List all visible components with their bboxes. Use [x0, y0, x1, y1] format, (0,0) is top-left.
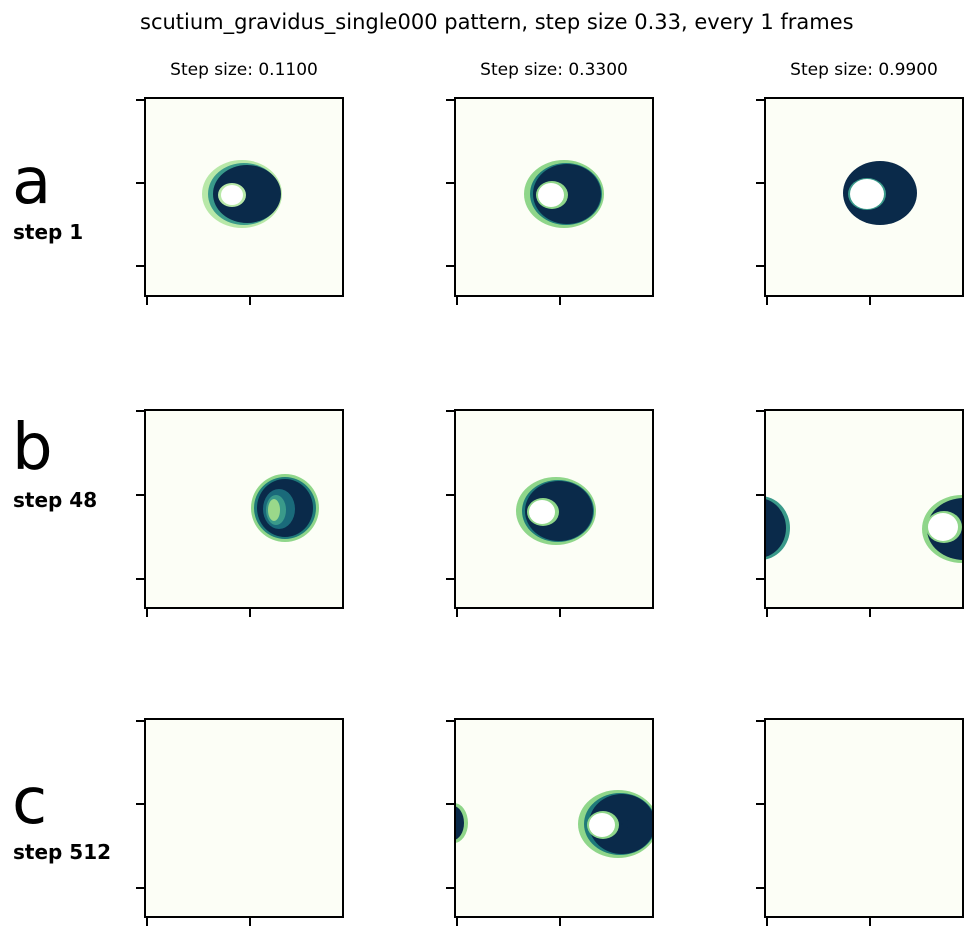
y-tick — [756, 265, 764, 267]
row-step-a: step 1 — [13, 220, 84, 244]
row-letter-b: b — [12, 411, 53, 485]
y-tick — [756, 494, 764, 496]
pattern-image — [843, 161, 917, 225]
panel-c-2 — [454, 718, 654, 918]
x-tick — [249, 918, 251, 926]
x-tick — [456, 297, 458, 305]
x-tick — [766, 297, 768, 305]
column-title-2: Step size: 0.3300 — [480, 60, 628, 80]
pattern-image — [146, 720, 342, 916]
y-tick — [446, 803, 454, 805]
x-tick — [559, 918, 561, 926]
row-step-b: step 48 — [13, 488, 98, 512]
y-tick — [446, 265, 454, 267]
panel-b-3 — [764, 409, 964, 609]
x-tick — [869, 609, 871, 617]
row-step-c: step 512 — [13, 840, 112, 864]
panel-a-3 — [764, 97, 964, 297]
y-tick — [756, 410, 764, 412]
panel-a-2 — [454, 97, 654, 297]
y-tick — [756, 578, 764, 580]
column-title-3: Step size: 0.9900 — [790, 60, 938, 80]
column-title-1: Step size: 0.1100 — [170, 60, 318, 80]
y-tick — [756, 99, 764, 101]
pattern-image — [251, 474, 319, 542]
x-tick — [766, 918, 768, 926]
pattern-image — [766, 720, 962, 916]
y-tick — [136, 803, 144, 805]
pattern-image — [516, 477, 596, 545]
y-tick — [136, 578, 144, 580]
y-tick — [446, 887, 454, 889]
x-tick — [146, 918, 148, 926]
y-tick — [756, 720, 764, 722]
y-tick — [446, 410, 454, 412]
figure-title: scutium_gravidus_single000 pattern, step… — [140, 10, 854, 34]
pattern-image — [766, 495, 962, 563]
y-tick — [446, 720, 454, 722]
x-tick — [146, 609, 148, 617]
y-tick — [136, 410, 144, 412]
pattern-image — [456, 790, 652, 858]
x-tick — [766, 609, 768, 617]
panel-a-1 — [144, 97, 344, 297]
y-tick — [756, 182, 764, 184]
row-letter-a: a — [12, 145, 52, 219]
y-tick — [136, 720, 144, 722]
y-tick — [136, 182, 144, 184]
panel-c-3 — [764, 718, 964, 918]
x-tick — [869, 297, 871, 305]
row-letter-c: c — [12, 765, 48, 839]
panel-b-1 — [144, 409, 344, 609]
panel-c-1 — [144, 718, 344, 918]
y-tick — [136, 99, 144, 101]
panel-b-2 — [454, 409, 654, 609]
y-tick — [446, 182, 454, 184]
pattern-image — [202, 160, 282, 228]
x-tick — [869, 918, 871, 926]
y-tick — [446, 494, 454, 496]
y-tick — [136, 887, 144, 889]
y-tick — [446, 99, 454, 101]
x-tick — [456, 609, 458, 617]
x-tick — [559, 297, 561, 305]
pattern-image — [524, 160, 604, 228]
y-tick — [756, 887, 764, 889]
y-tick — [136, 265, 144, 267]
x-tick — [146, 297, 148, 305]
y-tick — [756, 803, 764, 805]
y-tick — [136, 494, 144, 496]
x-tick — [559, 609, 561, 617]
y-tick — [446, 578, 454, 580]
x-tick — [249, 297, 251, 305]
x-tick — [456, 918, 458, 926]
x-tick — [249, 609, 251, 617]
